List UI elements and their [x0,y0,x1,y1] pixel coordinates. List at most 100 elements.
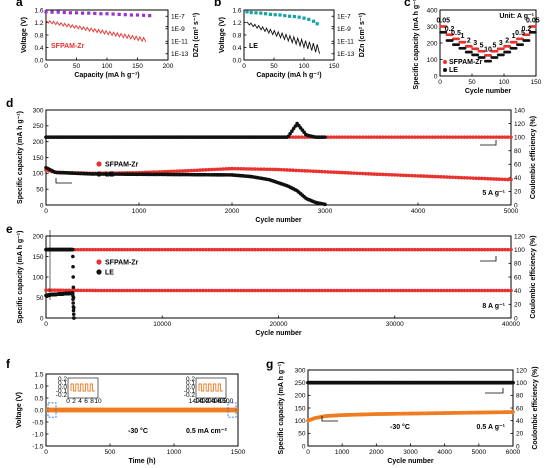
c-unit-note: Unit: A g⁻¹ [499,13,534,20]
d-sfpam-ce-point [291,135,295,139]
a-series-label: SFPAM-Zr [51,43,85,50]
c-rate-label: 0.05 [436,18,450,25]
d-legend-marker-le [96,171,102,177]
c-y-tick-label: 300 [427,24,438,31]
d-sfpam-ce-point [384,135,388,139]
c-le-point [521,43,524,47]
d-sfpam-capacity-point [401,173,406,178]
d-sfpam-ce-point [366,135,371,139]
e-sfpam-ce-point [442,247,446,252]
d-sfpam-ce-point [392,135,397,139]
d-sfpam-capacity-point [221,167,226,171]
panel-c: 0 50 100 150 0 100 200 300 400 Cycle number Specif… [413,0,542,95]
a-diffusion-point [44,10,48,14]
e-sfpam-ce-point [474,247,478,252]
e-sfpam-ce-point [424,247,429,252]
g-x-tick-label: 0 [306,449,310,456]
e-sfpam-ce-point [253,247,258,252]
d-sfpam-capacity-point [404,173,409,178]
d-sfpam-capacity-point [483,176,487,181]
d-sfpam-ce-point [349,135,353,139]
d-y2-tick-label: 140 [514,107,525,114]
e-sfpam-ce-point [201,247,205,252]
e-sfpam-capacity-point [79,288,83,293]
d-sfpam-ce-point [337,135,342,139]
e-sfpam-ce-point [273,247,278,252]
c-legend-sfpam: SFPAM-Zr [449,59,483,66]
e-sfpam-ce-point [372,247,377,252]
g-y2-axis-label: Coulombic efficiency (%) [532,366,539,449]
d-sfpam-ce-point [419,135,423,139]
f-inset-end-y-tick-label: 0.0 [186,384,195,391]
d-sfpam-capacity-point [174,169,179,173]
e-sfpam-capacity-point [494,288,499,293]
a-diffusion-point [99,12,103,16]
e-sfpam-capacity-point [93,288,98,293]
e-sfpam-capacity-point [378,288,383,293]
e-sfpam-ce-point [160,247,165,252]
a-y-tick-label: 1.2 [34,20,43,27]
d-sfpam-capacity-point [294,168,298,173]
d-sfpam-capacity-point [497,177,502,181]
d-legend-le: LE [105,172,114,179]
e-le-ce-point [71,275,76,279]
d-y-tick-label: 100 [33,171,44,178]
d-sfpam-ce-point [355,135,359,139]
d-sfpam-capacity-point [314,169,319,174]
e-sfpam-capacity-point [430,288,435,293]
e-sfpam-capacity-point [67,288,72,293]
c-rate-label: 1 [512,33,516,40]
g-x-tick-label: 4000 [437,449,452,456]
d-sfpam-capacity-point [276,167,281,172]
b-diffusion-point [315,22,319,26]
e-sfpam-capacity-point [407,288,412,293]
e-sfpam-ce-point [308,247,313,252]
e-sfpam-capacity-point [442,288,446,293]
e-sfpam-ce-point [282,247,287,252]
c-x-tick-label: 50 [468,79,476,86]
g-ce-arrow [485,388,504,394]
c-sfpam-point [501,47,505,51]
e-sfpam-ce-point [471,247,476,252]
e-sfpam-ce-point [169,247,173,252]
d-x-tick-label: 1000 [132,208,147,215]
e-sfpam-ce-point [180,247,185,252]
e-sfpam-capacity-point [462,288,467,293]
b-y-axis-label: Voltage (V) [219,17,226,53]
d-sfpam-ce-point [363,135,368,139]
a-x-axis-label: Capacity (mA h g⁻¹) [74,72,139,79]
d-sfpam-capacity-point [407,173,412,178]
d-sfpam-ce-point [329,135,333,139]
e-sfpam-ce-point [87,247,92,252]
c-le-point [482,56,486,59]
f-inset-end-tick-label: 1498 [213,398,228,405]
d-sfpam-ce-point [459,135,464,139]
a-y2-tick-label: 1E-11 [171,39,188,46]
d-sfpam-ce-point [299,135,304,139]
c-rate-label: 0.5 [451,30,461,37]
e-sfpam-capacity-point [96,288,101,293]
b-diffusion-point [259,11,263,15]
e-sfpam-capacity-point [445,288,449,293]
e-sfpam-capacity-point [87,288,92,293]
panel-b: 0 50 100 150 0.0 0.4 0.8 1.2 1.6 1E-7 1E-9 1E-11 1E-… [219,7,366,79]
e-sfpam-ce-point [76,247,80,252]
d-sfpam-capacity-point [163,169,167,174]
e-sfpam-ce-point [326,247,330,252]
d-sfpam-ce-point [352,135,356,139]
a-diffusion-point [74,11,79,15]
e-sfpam-ce-point [215,247,220,252]
a-diffusion-point [68,11,72,15]
e-sfpam-ce-point [331,247,336,252]
e-sfpam-capacity-point [108,288,112,293]
e-sfpam-capacity-point [337,288,342,293]
d-sfpam-capacity-point [471,176,476,180]
g-y-tick-label: 0 [302,443,306,450]
e-le-ce-point [71,264,75,269]
f-y-tick-label: 0.0 [34,407,43,414]
c-sfpam-point [508,44,512,48]
d-y-tick-label: 200 [33,139,44,146]
e-sfpam-capacity-point [236,288,240,293]
f-inset-start-tick-label: 10 [94,398,102,405]
e-sfpam-ce-point [465,247,470,252]
